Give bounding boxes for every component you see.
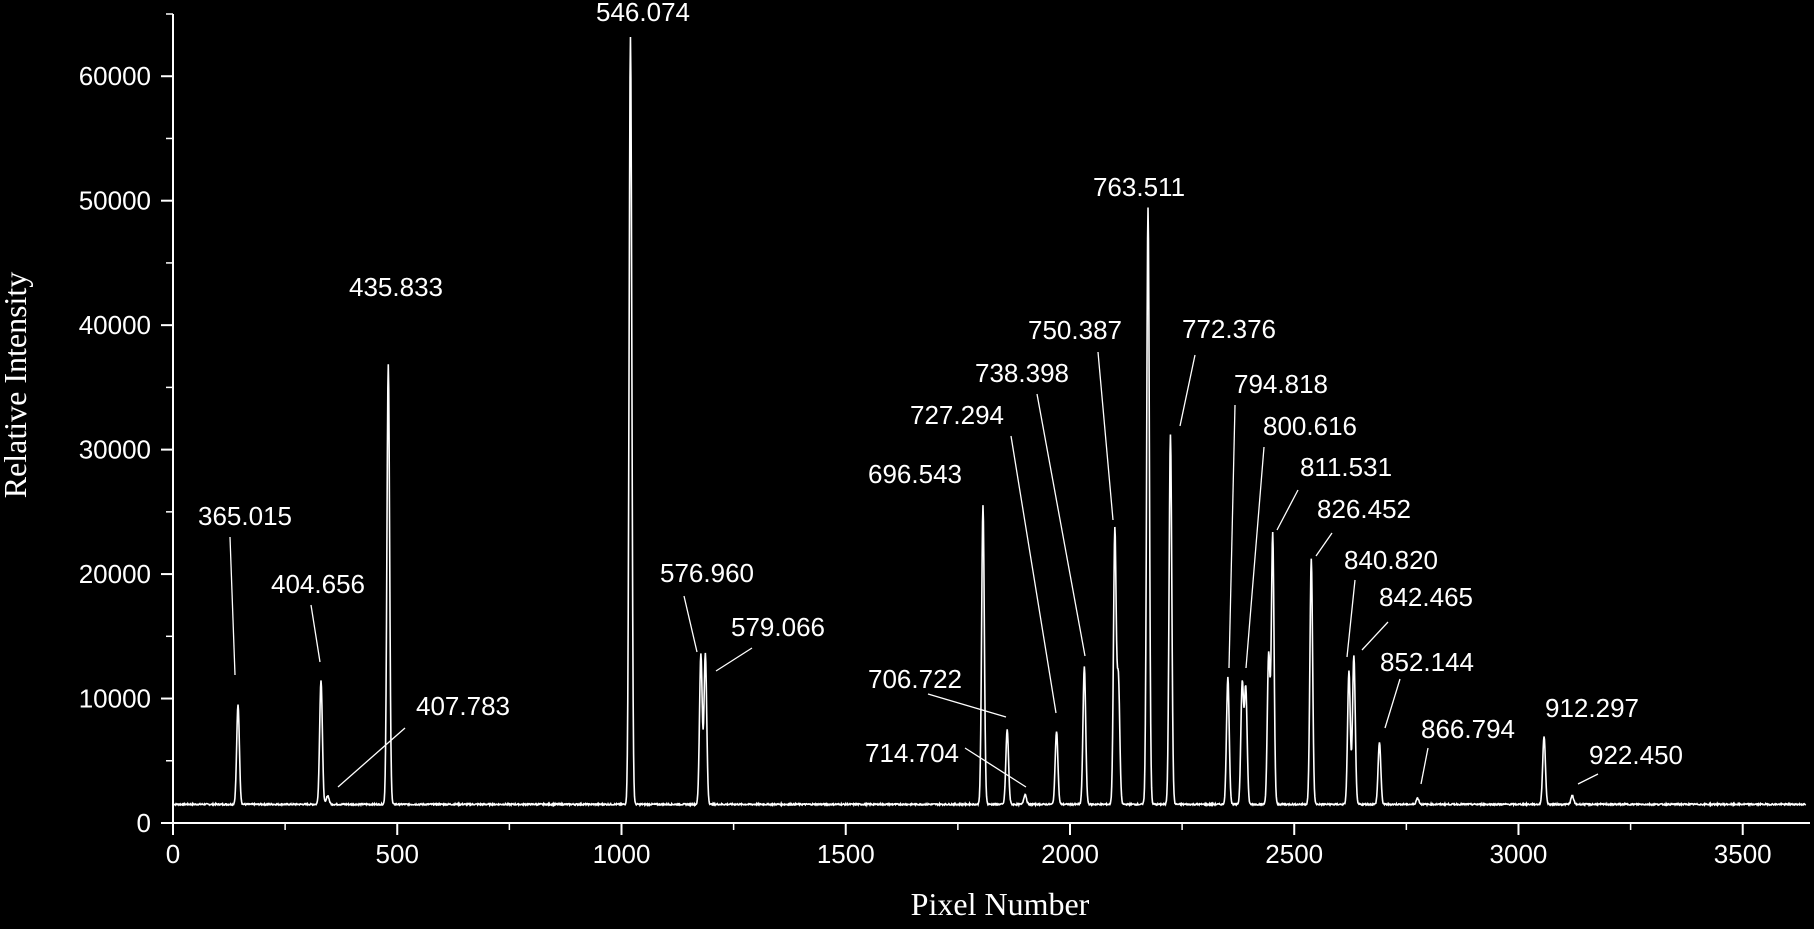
peak-label: 714.704 (865, 738, 959, 768)
peak-leader-line (1577, 773, 1599, 785)
peak-label: 912.297 (1545, 693, 1639, 723)
peak-leader-line (310, 604, 321, 663)
peak-annotations: 365.015 404.656 407.783 435.833 546.074 576.9… (198, 0, 1683, 788)
peak-label: 800.616 (1263, 411, 1357, 441)
peak-label: 794.818 (1234, 369, 1328, 399)
peak-label: 750.387 (1028, 315, 1122, 345)
peak-leader-line (683, 595, 698, 653)
x-axis-label: Pixel Number (911, 886, 1090, 922)
peak-label: 696.543 (868, 459, 962, 489)
peak-leader-line (1179, 354, 1196, 427)
peak-leader-line (927, 693, 1007, 718)
peak-leader-line (1276, 489, 1299, 531)
x-tick-label: 2000 (1041, 839, 1099, 869)
peak-label: 922.450 (1589, 740, 1683, 770)
peak-label: 579.066 (731, 612, 825, 642)
peak-label: 840.820 (1344, 545, 1438, 575)
peak-label: 706.722 (868, 664, 962, 694)
peak-label: 404.656 (271, 569, 365, 599)
y-tick-label: 10000 (79, 684, 151, 714)
axes: 0 500 1000 1500 2000 2500 3000 3500 0 10000 20000 3… (79, 13, 1810, 869)
x-tick-label: 3000 (1490, 839, 1548, 869)
peak-leader-line (1346, 579, 1356, 658)
y-tick-label: 60000 (79, 61, 151, 91)
spectrum-line (172, 36, 1807, 808)
peak-label: 727.294 (910, 400, 1004, 430)
peak-leader-line (337, 727, 406, 788)
y-axis-label: Relative Intensity (0, 272, 33, 499)
peak-leader-line (1420, 747, 1429, 785)
peak-leader-line (1228, 404, 1236, 669)
peak-label: 546.074 (596, 0, 690, 27)
y-tick-label: 20000 (79, 559, 151, 589)
peak-leader-line (1036, 393, 1086, 657)
y-tick-label: 40000 (79, 310, 151, 340)
peak-label: 842.465 (1379, 582, 1473, 612)
peak-label: 365.015 (198, 501, 292, 531)
x-tick-label: 3500 (1714, 839, 1772, 869)
y-tick-label: 50000 (79, 186, 151, 216)
y-tick-label: 30000 (79, 435, 151, 465)
x-tick-label: 1000 (593, 839, 651, 869)
peak-leader-line (1245, 446, 1265, 669)
x-tick-label: 1500 (817, 839, 875, 869)
peak-leader-line (229, 536, 236, 676)
peak-label: 826.452 (1317, 494, 1411, 524)
peak-leader-line (1315, 532, 1333, 557)
peak-label: 407.783 (416, 691, 510, 721)
x-tick-label: 0 (166, 839, 180, 869)
peak-leader-line (1097, 351, 1114, 521)
peak-leader-line (1361, 621, 1389, 651)
peak-label: 738.398 (975, 358, 1069, 388)
peak-label: 866.794 (1421, 714, 1515, 744)
peak-leader-line (1384, 678, 1401, 729)
peak-label: 435.833 (349, 272, 443, 302)
peak-label: 852.144 (1380, 647, 1474, 677)
x-tick-label: 2500 (1265, 839, 1323, 869)
peak-label: 772.376 (1182, 314, 1276, 344)
peak-label: 763.511 (1093, 172, 1185, 202)
peak-label: 576.960 (660, 558, 754, 588)
x-tick-label: 500 (376, 839, 419, 869)
y-tick-label: 0 (137, 808, 151, 838)
peak-label: 811.531 (1300, 452, 1392, 482)
peak-leader-line (715, 647, 753, 672)
peak-leader-line (1010, 435, 1057, 714)
peak-leader-line (964, 747, 1027, 788)
